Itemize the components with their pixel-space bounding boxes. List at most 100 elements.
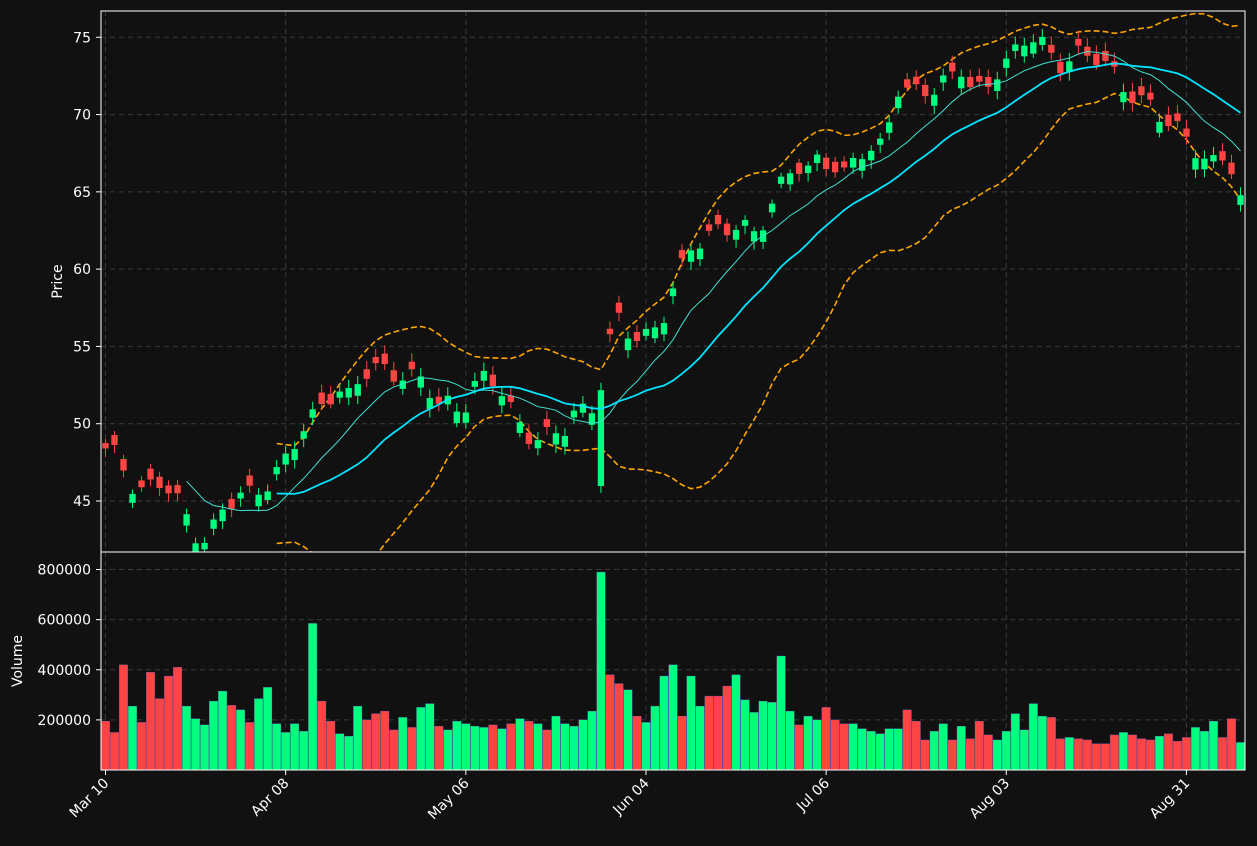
candle xyxy=(498,387,506,414)
candle xyxy=(363,361,370,388)
candle xyxy=(102,439,109,457)
candle xyxy=(237,486,244,507)
volume-bar xyxy=(488,724,498,771)
candle-body xyxy=(1012,44,1019,51)
volume-bar xyxy=(632,715,642,771)
volume-bar xyxy=(803,715,813,771)
volume-bar xyxy=(929,731,939,771)
candle xyxy=(435,388,442,412)
candle xyxy=(1075,30,1082,54)
volume-bar xyxy=(848,723,858,771)
candle-body xyxy=(183,514,190,526)
volume-bar xyxy=(1154,736,1164,771)
volume-bar xyxy=(1028,703,1038,771)
candle xyxy=(417,367,424,396)
volume-bar xyxy=(902,709,912,771)
candle-body xyxy=(1237,195,1244,205)
volume-bar xyxy=(740,699,750,771)
candle xyxy=(120,454,127,478)
volume-bar xyxy=(965,738,975,771)
volume-bar xyxy=(1218,737,1227,771)
candle-body xyxy=(282,453,289,465)
volume-bar xyxy=(785,710,795,771)
candle-body xyxy=(264,491,271,501)
candle-body xyxy=(237,492,244,499)
candle-body xyxy=(480,370,487,381)
volume-bar xyxy=(155,698,164,771)
candle xyxy=(1183,120,1190,145)
candle-body xyxy=(561,435,569,447)
volume-ytick-label: 400000 xyxy=(38,663,91,679)
candle-body xyxy=(804,165,812,174)
candle xyxy=(1237,187,1244,212)
candle xyxy=(282,446,289,473)
candle xyxy=(831,156,839,178)
candle-body xyxy=(435,396,442,404)
candle xyxy=(1030,34,1037,58)
candle xyxy=(174,479,181,502)
volume-bar xyxy=(362,719,372,771)
candle xyxy=(354,376,361,405)
candle xyxy=(1219,143,1226,166)
volume-bar xyxy=(1055,738,1065,771)
volume-bar xyxy=(110,732,119,771)
candle-body xyxy=(777,176,785,184)
candle-body xyxy=(120,458,127,471)
volume-bar xyxy=(947,739,957,771)
volume-bar xyxy=(434,725,444,771)
candle-body xyxy=(868,150,875,161)
candle xyxy=(1156,113,1163,138)
volume-bar xyxy=(731,674,741,771)
candle xyxy=(633,325,641,348)
candle xyxy=(741,215,749,235)
candle xyxy=(1129,82,1136,112)
candle-body xyxy=(417,376,424,388)
volume-bar xyxy=(335,733,345,771)
candle-body xyxy=(850,157,857,168)
candle xyxy=(462,404,469,429)
volume-bar xyxy=(749,712,759,771)
candle xyxy=(958,69,965,95)
price-axis-label: Price xyxy=(50,264,66,298)
volume-bar xyxy=(1127,734,1137,771)
candle-body xyxy=(931,94,938,106)
candle xyxy=(183,508,190,533)
volume-bar xyxy=(1173,741,1182,771)
volume-bar xyxy=(1100,743,1110,771)
volume-bar xyxy=(956,725,966,771)
candle xyxy=(192,537,199,552)
price-ytick-label: 50 xyxy=(73,417,91,433)
volume-bar xyxy=(677,715,687,771)
candle xyxy=(1057,53,1064,82)
volume-bar xyxy=(299,731,309,771)
candle xyxy=(507,387,515,409)
volume-bar xyxy=(1082,739,1092,771)
volume-bar xyxy=(209,700,219,771)
volume-panel: 200000 400000 600000 800000 Volume xyxy=(10,551,1246,771)
candle xyxy=(390,361,397,386)
candle xyxy=(534,432,542,456)
candle-body xyxy=(372,357,379,364)
candle xyxy=(696,242,704,267)
candle-body xyxy=(976,75,983,82)
candle-body xyxy=(877,138,884,145)
candle xyxy=(804,161,812,182)
candle-body xyxy=(795,162,803,174)
candle-body xyxy=(1210,155,1217,162)
volume-bar xyxy=(173,667,182,771)
candle xyxy=(678,244,686,267)
candle-body xyxy=(669,288,677,297)
candle-body xyxy=(786,173,794,185)
candle xyxy=(1039,28,1046,51)
candle-body xyxy=(129,493,136,503)
candle-body xyxy=(1174,113,1181,122)
candle xyxy=(1012,36,1019,59)
candle-body xyxy=(390,370,397,382)
price-ytick-label: 65 xyxy=(73,185,91,201)
candle xyxy=(1048,36,1055,60)
candle xyxy=(1120,83,1127,111)
candle xyxy=(895,90,902,114)
volume-bar xyxy=(317,700,327,771)
candle-body xyxy=(904,79,911,88)
